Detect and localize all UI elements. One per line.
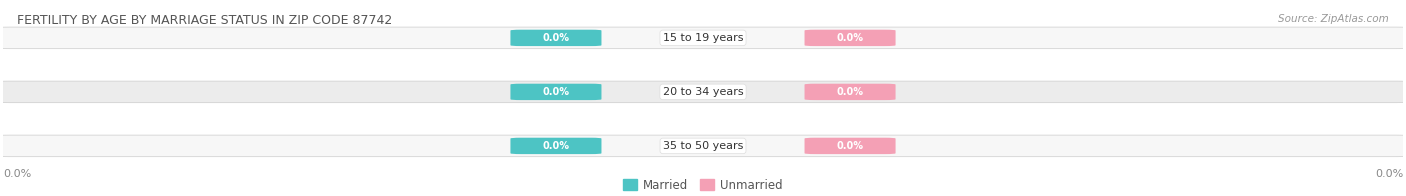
Text: 20 to 34 years: 20 to 34 years <box>662 87 744 97</box>
FancyBboxPatch shape <box>0 135 1406 157</box>
Text: 35 to 50 years: 35 to 50 years <box>662 141 744 151</box>
FancyBboxPatch shape <box>510 30 602 46</box>
Legend: Married, Unmarried: Married, Unmarried <box>619 174 787 196</box>
Text: 15 to 19 years: 15 to 19 years <box>662 33 744 43</box>
Text: 0.0%: 0.0% <box>543 87 569 97</box>
FancyBboxPatch shape <box>804 30 896 46</box>
Text: 0.0%: 0.0% <box>837 141 863 151</box>
FancyBboxPatch shape <box>0 81 1406 103</box>
Text: 0.0%: 0.0% <box>837 33 863 43</box>
Text: 0.0%: 0.0% <box>1375 169 1403 179</box>
FancyBboxPatch shape <box>804 138 896 154</box>
FancyBboxPatch shape <box>510 84 602 100</box>
Text: 0.0%: 0.0% <box>543 33 569 43</box>
Text: 0.0%: 0.0% <box>3 169 31 179</box>
FancyBboxPatch shape <box>0 27 1406 49</box>
FancyBboxPatch shape <box>804 84 896 100</box>
Text: Source: ZipAtlas.com: Source: ZipAtlas.com <box>1278 14 1389 24</box>
Text: 0.0%: 0.0% <box>543 141 569 151</box>
Text: 0.0%: 0.0% <box>837 87 863 97</box>
Text: FERTILITY BY AGE BY MARRIAGE STATUS IN ZIP CODE 87742: FERTILITY BY AGE BY MARRIAGE STATUS IN Z… <box>17 14 392 27</box>
FancyBboxPatch shape <box>510 138 602 154</box>
